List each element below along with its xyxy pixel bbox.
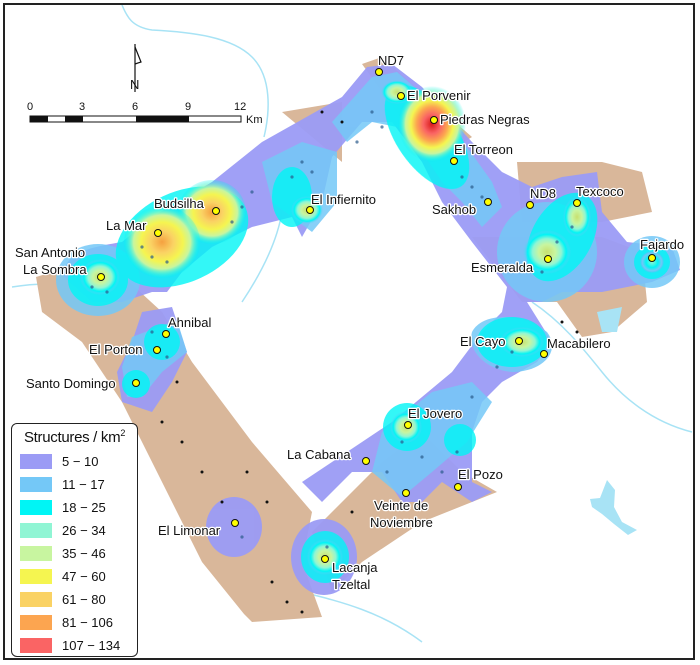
label-fajardo: Fajardo — [640, 237, 684, 252]
scale-tick-12: 12 — [234, 101, 246, 113]
label-el-porvenir: El Porvenir — [407, 88, 471, 103]
site-marker-el-pozo[interactable] — [454, 483, 462, 491]
label-sakhob: Sakhob — [432, 202, 476, 217]
scale-unit: Km — [246, 114, 263, 126]
legend-item: 61 − 80 — [20, 588, 137, 611]
site-marker-esmeralda[interactable] — [544, 255, 552, 263]
label-el-torreon: El Torreon — [454, 142, 513, 157]
scale-bar: 0 3 6 9 12 Km — [27, 101, 263, 126]
legend-swatch — [20, 638, 52, 653]
site-marker-el-torreon[interactable] — [450, 157, 458, 165]
label-veinte-de: Veinte de — [374, 498, 428, 513]
site-marker-ahnibal[interactable] — [162, 330, 170, 338]
lakes — [590, 307, 637, 535]
label-san-antonio: San Antonio — [15, 245, 85, 260]
label-lacanja: Lacanja — [332, 560, 378, 575]
legend-item: 107 − 134 — [20, 634, 137, 657]
label-nd8: ND8 — [530, 186, 556, 201]
site-marker-el-cayo[interactable] — [515, 337, 523, 345]
legend-range: 5 − 10 — [62, 454, 99, 469]
scale-tick-6: 6 — [132, 101, 138, 113]
site-marker-sakhob[interactable] — [484, 198, 492, 206]
label-el-pozo: El Pozo — [458, 467, 503, 482]
density-hotspots — [80, 80, 664, 575]
label-el-cayo: El Cayo — [460, 334, 506, 349]
legend-item: 35 − 46 — [20, 542, 137, 565]
legend-swatch — [20, 454, 52, 469]
site-marker-el-porton[interactable] — [153, 346, 161, 354]
site-marker-la-cabana[interactable] — [362, 457, 370, 465]
legend-swatch — [20, 500, 52, 515]
structure-points — [80, 110, 574, 549]
site-marker-el-jovero[interactable] — [404, 421, 412, 429]
label-tzeltal: Tzeltal — [332, 577, 370, 592]
label-piedras-negras: Piedras Negras — [440, 112, 530, 127]
label-la-mar: La Mar — [106, 218, 147, 233]
legend-range: 18 − 25 — [62, 500, 106, 515]
legend-item: 18 − 25 — [20, 496, 137, 519]
legend-item: 26 − 34 — [20, 519, 137, 542]
site-marker-san-antonio-la-sombra[interactable] — [97, 273, 105, 281]
legend-swatch — [20, 523, 52, 538]
legend-swatch — [20, 546, 52, 561]
label-texcoco: Texcoco — [576, 184, 624, 199]
site-marker-macabilero[interactable] — [540, 350, 548, 358]
scale-tick-3: 3 — [79, 101, 85, 113]
site-marker-nd8[interactable] — [526, 201, 534, 209]
site-marker-nd7[interactable] — [375, 68, 383, 76]
label-el-jovero: El Jovero — [408, 406, 462, 421]
label-budsilha: Budsilha — [154, 196, 205, 211]
label-el-porton: El Porton — [89, 342, 142, 357]
site-marker-el-porvenir[interactable] — [397, 92, 405, 100]
site-marker-santo-domingo[interactable] — [132, 379, 140, 387]
legend-range: 11 − 17 — [62, 477, 105, 492]
legend-range: 107 − 134 — [62, 638, 121, 653]
legend-title: Structures / km2 — [23, 428, 126, 446]
site-marker-piedras-negras[interactable] — [430, 116, 438, 124]
label-macabilero: Macabilero — [547, 336, 611, 351]
legend-swatch — [20, 615, 52, 630]
site-marker-veinte-de-noviembre[interactable] — [402, 489, 410, 497]
label-noviembre: Noviembre — [370, 515, 433, 530]
legend-range: 47 − 60 — [62, 569, 106, 584]
legend-item: 81 − 106 — [20, 611, 137, 634]
legend-item: 47 − 60 — [20, 565, 137, 588]
label-el-infiernito: El Infiernito — [311, 192, 376, 207]
label-esmeralda: Esmeralda — [471, 260, 534, 275]
legend-item: 5 − 10 — [20, 450, 137, 473]
scale-tick-0: 0 — [27, 101, 33, 113]
label-santo-domingo: Santo Domingo — [26, 376, 116, 391]
legend-item: 11 − 17 — [20, 473, 137, 496]
label-la-cabana: La Cabana — [287, 447, 351, 462]
site-marker-budsilha[interactable] — [212, 207, 220, 215]
site-marker-fajardo[interactable] — [648, 254, 656, 262]
density-map[interactable]: N 0 3 6 9 12 Km — [5, 5, 695, 660]
label-la-sombra: La Sombra — [23, 262, 87, 277]
legend-swatch — [20, 477, 52, 492]
label-ahnibal: Ahnibal — [168, 315, 211, 330]
legend-range: 35 − 46 — [62, 546, 106, 561]
site-marker-texcoco[interactable] — [573, 199, 581, 207]
isolated-structures — [160, 110, 579, 614]
site-marker-la-mar[interactable] — [154, 229, 162, 237]
north-arrow: N — [130, 44, 142, 92]
map-frame: N 0 3 6 9 12 Km — [3, 3, 695, 660]
site-marker-lacanja-tzeltal[interactable] — [321, 555, 329, 563]
legend-swatch — [20, 569, 52, 584]
site-marker-el-limonar[interactable] — [231, 519, 239, 527]
legend: Structures / km2 5 − 10 11 − 17 18 − 25 … — [11, 423, 138, 657]
label-nd7: ND7 — [378, 53, 404, 68]
legend-range: 81 − 106 — [62, 615, 113, 630]
legend-swatch — [20, 592, 52, 607]
site-markers — [97, 68, 656, 563]
label-el-limonar: El Limonar — [158, 523, 221, 538]
legend-range: 26 − 34 — [62, 523, 106, 538]
north-arrow-label: N — [130, 77, 139, 92]
scale-tick-9: 9 — [185, 101, 191, 113]
site-marker-el-infiernito[interactable] — [306, 206, 314, 214]
site-labels: ND7 El Porvenir Piedras Negras El Torreo… — [14, 52, 686, 594]
legend-range: 61 − 80 — [62, 592, 106, 607]
